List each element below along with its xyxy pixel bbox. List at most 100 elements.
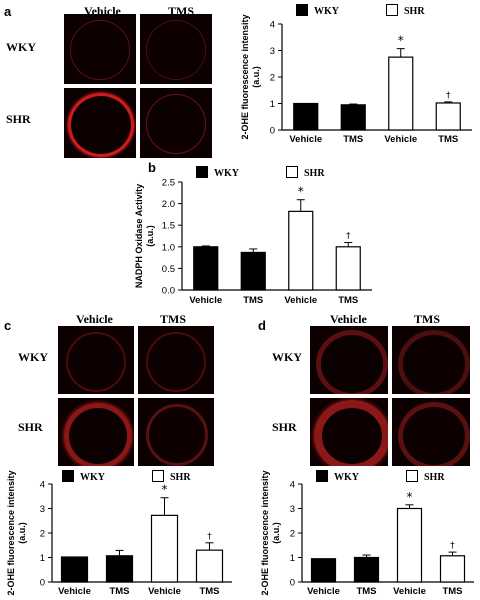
y-tick-label: 4 [290, 480, 295, 491]
micrograph-d-wky-tms [392, 326, 470, 394]
x-tick-label: TMS [343, 134, 363, 145]
x-tick-label: TMS [438, 134, 458, 145]
bar [340, 104, 366, 131]
x-tick-label: Vehicle [284, 295, 317, 306]
panel-label-c: c [4, 318, 12, 333]
col-header-vehicle-c: Vehicle [76, 312, 113, 326]
x-tick-label: Vehicle [148, 586, 181, 597]
y-axis-label: 2-OHE fluorescence intensity(a.u.) [6, 470, 27, 595]
row-label-wky-d: WKY [272, 350, 302, 364]
panel-label-a: a [4, 4, 12, 19]
significance-mark: † [446, 91, 451, 101]
legend-shr-b: SHR [286, 166, 325, 179]
micrograph-d-shr-tms [392, 398, 470, 466]
chart-c: 0 1 2 3 4 2-OHE fluorescence intensity(a.u.) V… [6, 470, 232, 597]
bar [105, 555, 134, 583]
x-tick-label: Vehicle [307, 586, 340, 597]
panel-label-b: b [148, 160, 156, 175]
y-tick-label: 2 [40, 529, 45, 540]
y-tick-label: 0 [40, 578, 45, 589]
y-tick-label: 0.5 [162, 264, 175, 275]
x-tick-label: Vehicle [384, 134, 417, 145]
bar [396, 507, 423, 583]
y-tick-label: 3 [290, 504, 295, 515]
x-tick-label: Vehicle [289, 134, 322, 145]
micrograph-c-wky-tms [138, 326, 214, 394]
micrograph-shr-tms [140, 88, 212, 158]
y-axis-label: NADPH Oxidase Activity(a.u.) [134, 184, 155, 288]
micrograph-c-shr-vehicle [58, 398, 134, 466]
y-tick-label: 2 [270, 73, 275, 84]
y-tick-label: 2 [290, 529, 295, 540]
micrograph-d-shr-vehicle [310, 398, 388, 466]
legend-shr-a: SHR [386, 4, 425, 17]
significance-mark: * [162, 483, 168, 497]
bar [310, 558, 337, 583]
x-tick-label: TMS [338, 295, 358, 306]
chart-a: 0 1 2 3 4 2-OHE fluorescence intensity(a.u.) V… [240, 14, 472, 145]
micrograph-c-shr-tms [138, 398, 214, 466]
x-tick-label: TMS [199, 586, 219, 597]
chart-b: 0.0 0.5 1.0 1.5 2.0 2.5 NADPH Oxidase Activity… [134, 178, 372, 306]
legend-wky-a: WKY [296, 4, 339, 17]
row-label-wky: WKY [6, 40, 36, 54]
y-tick-label: 1 [40, 553, 45, 564]
bar [195, 549, 224, 583]
y-axis-label: 2-OHE fluorescence intensity(a.u.) [240, 14, 261, 139]
col-header-vehicle-d: Vehicle [330, 312, 367, 326]
bar [288, 210, 314, 291]
chart-d: 0 1 2 3 4 2-OHE fluorescence intensity(a.u.) V… [260, 470, 474, 597]
y-tick-label: 1 [270, 99, 275, 110]
bar [388, 56, 414, 131]
bar [335, 246, 361, 291]
micrograph-wky-vehicle [64, 14, 136, 84]
y-tick-label: 1 [290, 553, 295, 564]
y-tick-label: 1.0 [162, 242, 175, 253]
bar [60, 556, 89, 583]
y-tick-label: 3 [270, 46, 275, 57]
y-tick-label: 3 [40, 504, 45, 515]
y-tick-label: 2.0 [162, 199, 175, 210]
significance-mark: * [407, 490, 413, 504]
micrograph-wky-tms [140, 14, 212, 84]
row-label-wky-c: WKY [18, 350, 48, 364]
x-tick-label: TMS [243, 295, 263, 306]
x-tick-label: Vehicle [393, 586, 426, 597]
micrograph-c-wky-vehicle [58, 326, 134, 394]
bar [240, 251, 266, 291]
row-label-shr-c: SHR [18, 420, 43, 434]
y-tick-label: 0 [290, 578, 295, 589]
legend-wky-d: WKY [316, 470, 359, 483]
x-tick-label: Vehicle [58, 586, 91, 597]
y-tick-label: 4 [40, 480, 45, 491]
y-tick-label: 0 [270, 126, 275, 137]
x-tick-label: TMS [442, 586, 462, 597]
bar [353, 556, 380, 583]
significance-mark: † [207, 532, 212, 542]
significance-mark: † [346, 231, 351, 241]
col-header-tms-c: TMS [160, 312, 187, 326]
y-axis-label: 2-OHE fluorescence intensity(a.u.) [260, 470, 281, 595]
legend-wky-b: WKY [196, 166, 239, 179]
x-tick-label: TMS [356, 586, 376, 597]
bar [150, 514, 179, 583]
bar [439, 555, 466, 583]
significance-mark: † [450, 541, 455, 551]
significance-mark: * [298, 185, 304, 199]
row-label-shr-d: SHR [272, 420, 297, 434]
col-header-tms-d: TMS [414, 312, 441, 326]
bar [193, 246, 219, 291]
y-tick-label: 4 [270, 20, 275, 31]
x-tick-label: TMS [109, 586, 129, 597]
panel-label-d: d [258, 318, 266, 333]
legend-shr-d: SHR [406, 470, 445, 483]
significance-mark: * [398, 34, 404, 48]
micrograph-shr-vehicle [64, 88, 136, 158]
bar [435, 102, 461, 131]
y-tick-label: 2.5 [162, 178, 175, 189]
x-tick-label: Vehicle [189, 295, 222, 306]
bar [293, 102, 319, 131]
row-label-shr: SHR [6, 112, 31, 126]
y-tick-label: 1.5 [162, 221, 175, 232]
legend-wky-c: WKY [62, 470, 105, 483]
